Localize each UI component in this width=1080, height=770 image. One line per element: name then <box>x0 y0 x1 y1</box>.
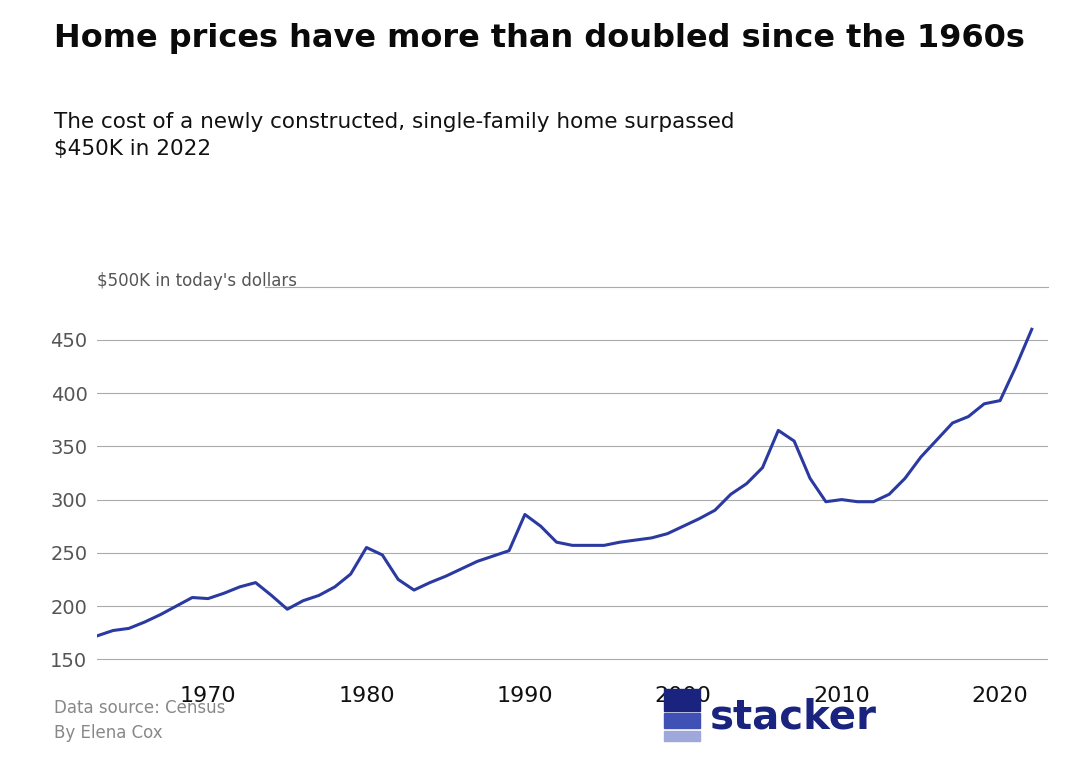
Text: Home prices have more than doubled since the 1960s: Home prices have more than doubled since… <box>54 23 1025 54</box>
Text: $500K in today's dollars: $500K in today's dollars <box>97 273 297 290</box>
Text: stacker: stacker <box>710 698 877 738</box>
Text: The cost of a newly constructed, single-family home surpassed
$450K in 2022: The cost of a newly constructed, single-… <box>54 112 734 159</box>
Text: Data source: Census: Data source: Census <box>54 699 226 717</box>
Text: By Elena Cox: By Elena Cox <box>54 724 163 742</box>
